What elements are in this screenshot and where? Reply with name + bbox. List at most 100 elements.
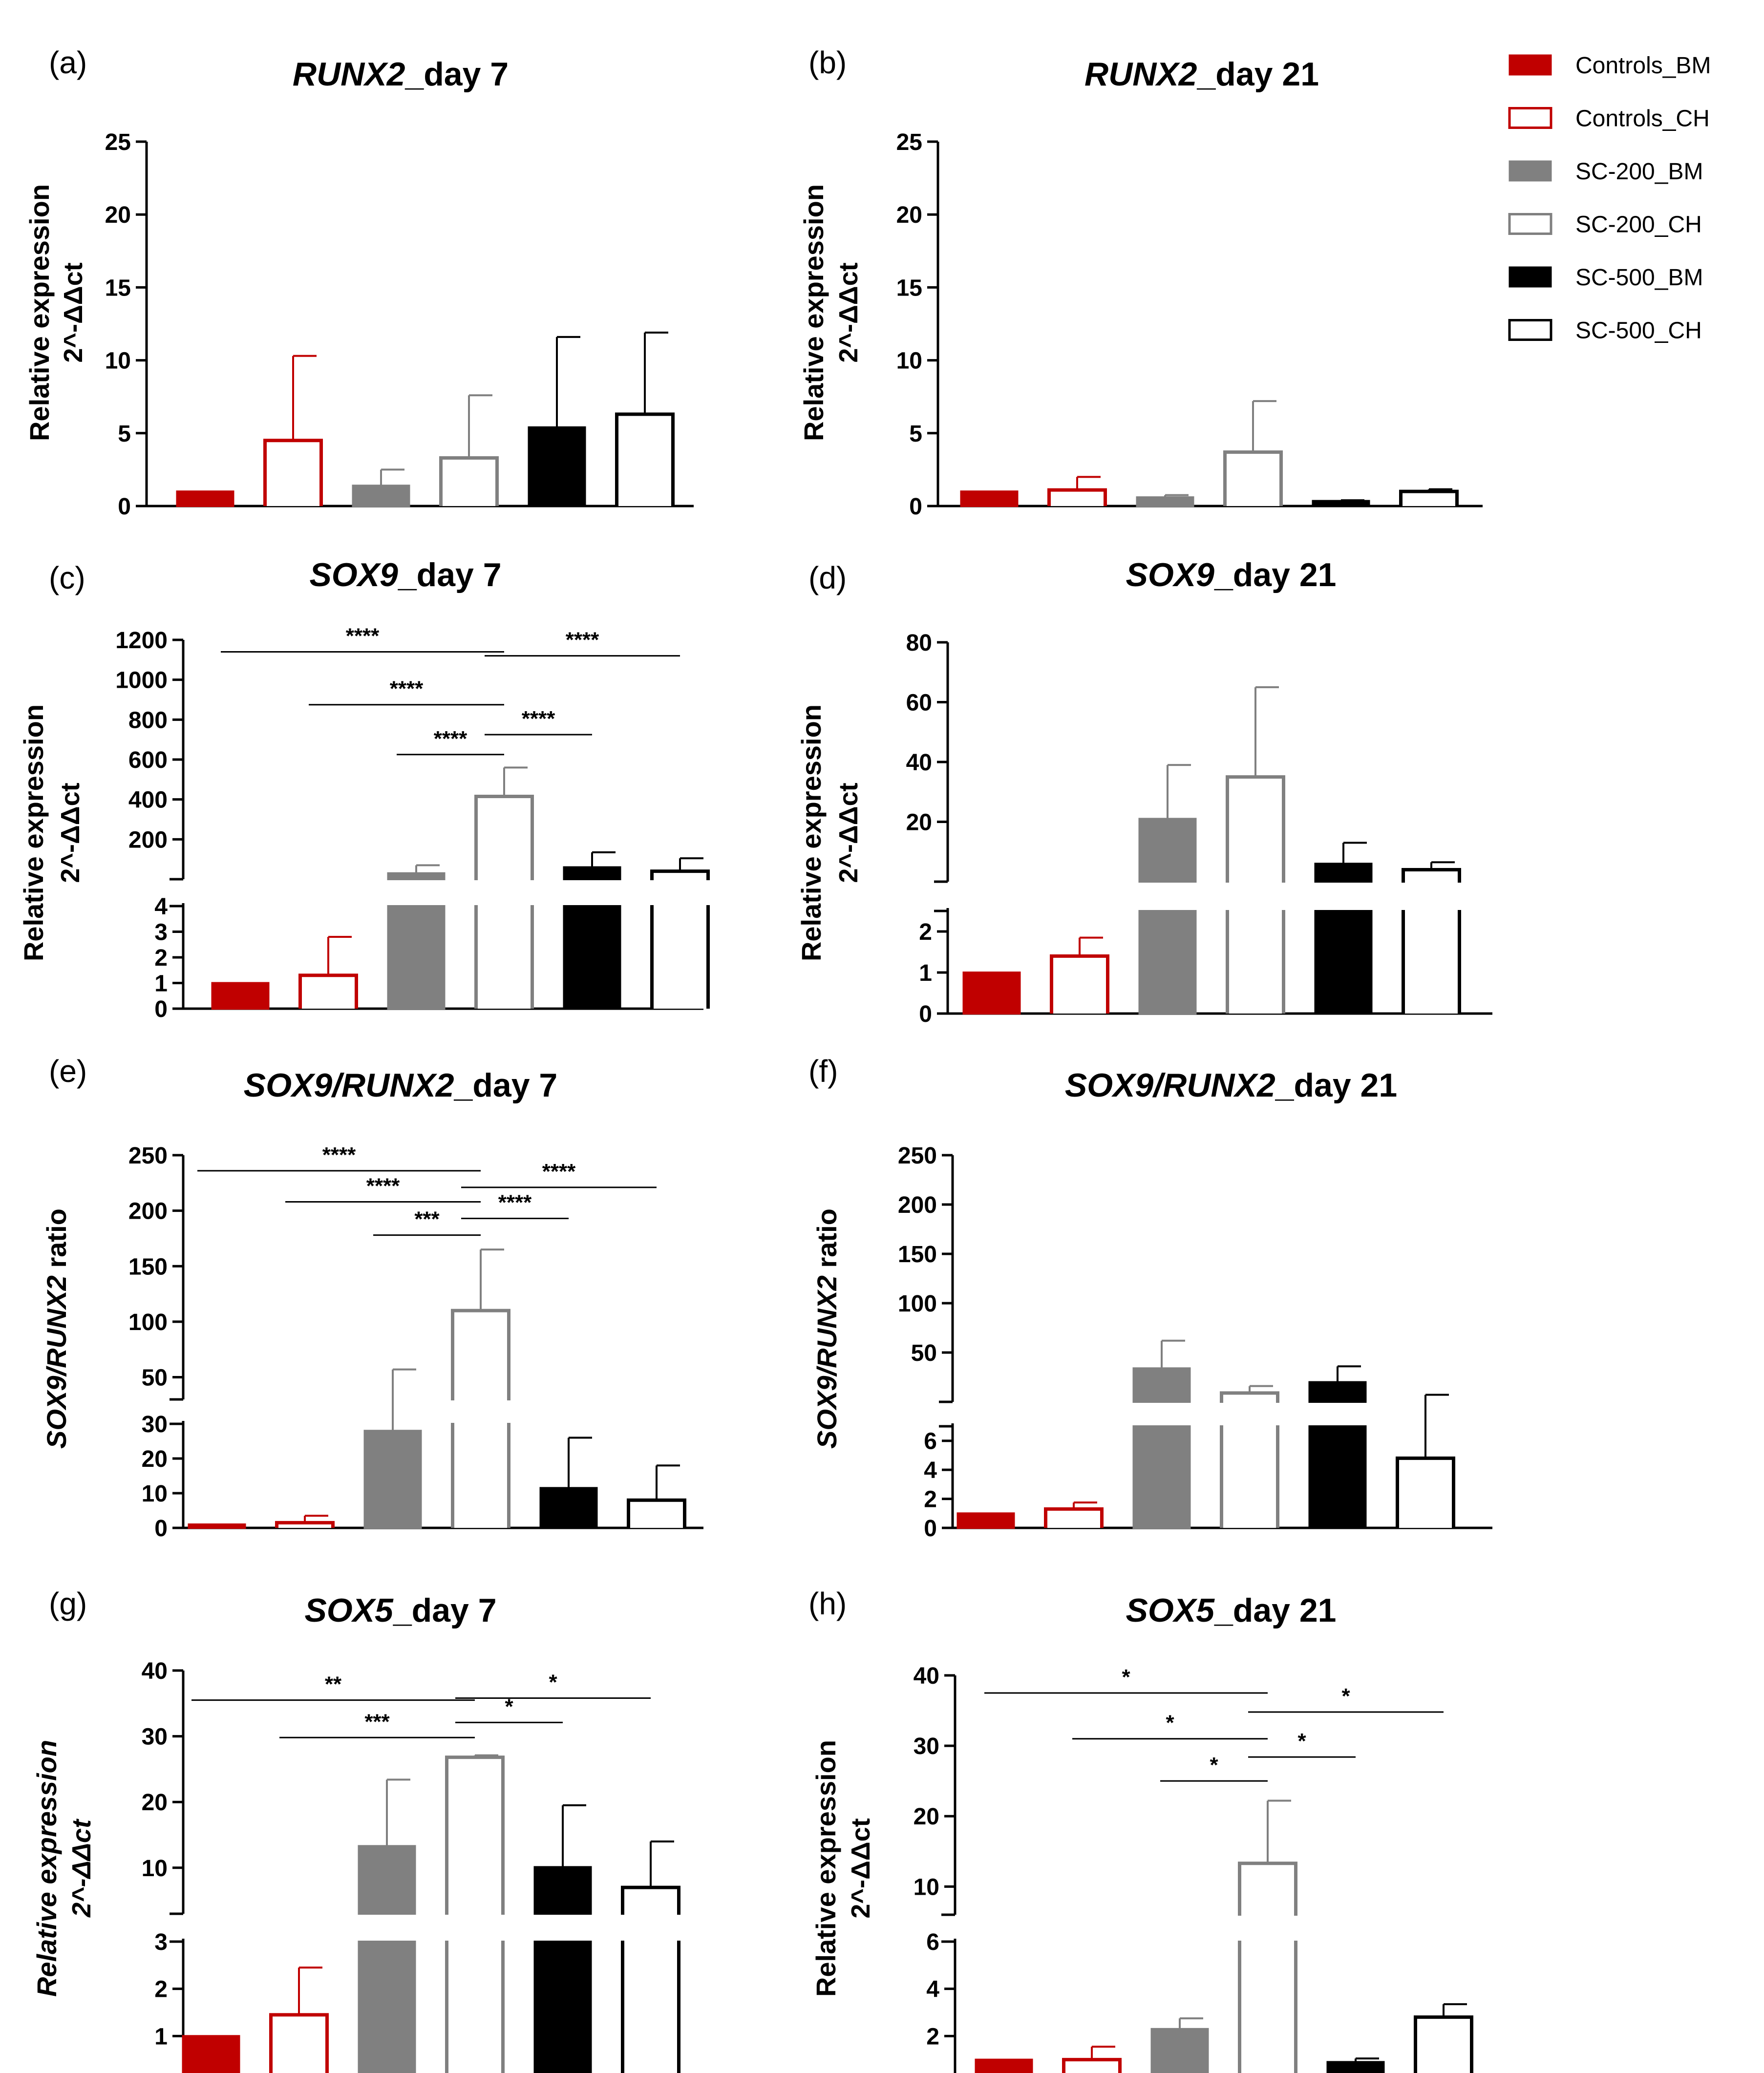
bar-break-gap (1304, 1403, 1371, 1425)
y-tick-label: 10 (896, 348, 922, 374)
y-tick-label: 100 (128, 1310, 168, 1335)
chart-title-gene: SOX5 (304, 1592, 394, 1629)
significance-stars: * (1341, 1684, 1350, 1708)
significance-stars: **** (390, 677, 424, 701)
bar-Controls_CH (263, 439, 323, 506)
significance-stars: **** (322, 1143, 356, 1167)
bar-SC-500_BM (539, 1487, 598, 1529)
significance-stars: **** (566, 628, 599, 652)
bar-SC-500_CH (615, 412, 675, 506)
bar-Controls_BM (962, 972, 1021, 1015)
y-tick-label: 4 (154, 894, 168, 920)
bar-SC-200_BM (358, 1845, 416, 2073)
chart-title: SOX9_day 21 (1126, 556, 1337, 593)
bar-break-gap (530, 1915, 596, 1941)
significance-stars: * (1122, 1665, 1130, 1689)
y-tick-label: 800 (128, 707, 168, 733)
bar-SC-500_BM (1326, 2061, 1385, 2073)
y-tick-label: 20 (906, 810, 932, 836)
significance-stars: **** (366, 1174, 400, 1198)
chart-title-suffix: _day 21 (1196, 56, 1319, 93)
y-tick-label: 2 (924, 1487, 937, 1513)
y-tick-label: 0 (154, 2071, 168, 2073)
y-tick-label: 50 (142, 1365, 168, 1391)
y-tick-label: 40 (142, 1658, 168, 1684)
y-tick-label: 10 (142, 1856, 168, 1882)
y-tick-label: 250 (898, 1143, 937, 1169)
y-tick-label: 20 (105, 202, 131, 228)
legend-label: SC-200_CH (1575, 212, 1702, 238)
bar-Controls_BM (211, 982, 270, 1010)
y-axis-label: Relative expression (31, 1740, 62, 1997)
y-axis-label-unit: 2^-ΔΔct (59, 262, 88, 362)
y-tick-label: 25 (105, 129, 131, 155)
y-tick-label: 600 (128, 747, 168, 773)
y-tick-label: 150 (898, 1242, 937, 1268)
y-tick-label: 5 (909, 421, 922, 447)
bar-SC-200_CH (1220, 1391, 1279, 1528)
bar-Controls_CH (1047, 488, 1107, 506)
legend-label: SC-500_BM (1575, 265, 1703, 291)
legend-swatch-SC-500_BM (1509, 266, 1552, 288)
y-tick-label: 1200 (115, 628, 168, 654)
bar-SC-200_CH (1238, 1861, 1297, 2073)
bar-break-gap (354, 1915, 420, 1941)
bar-SC-500_BM (528, 426, 586, 508)
y-tick-label: 0 (919, 1001, 932, 1027)
bar-SC-200_BM (352, 485, 410, 507)
y-tick-label: 400 (128, 787, 168, 813)
significance-stars: *** (364, 1710, 390, 1734)
legend-label: SC-200_BM (1575, 159, 1703, 185)
bar-SC-500_CH (650, 869, 710, 1009)
significance-stars: * (1166, 1711, 1174, 1735)
bar-Controls_CH (298, 973, 358, 1009)
y-tick-label: 60 (906, 690, 932, 716)
significance-stars: **** (522, 707, 555, 731)
y-tick-label: 20 (142, 1790, 168, 1816)
y-tick-label: 10 (142, 1481, 168, 1507)
panel-d: (d) SOX9_day 21 Relative expression 2^-ΔΔct… (796, 556, 1492, 1027)
significance-stars: * (1210, 1753, 1218, 1777)
bar-break-gap (559, 880, 625, 905)
y-tick-label: 30 (142, 1412, 168, 1438)
chart-title: SOX9_day 7 (309, 556, 501, 593)
panel-c: (c) SOX9_day 7 Relative expression 2^-ΔΔct 0… (18, 556, 713, 1022)
panel-label: (a) (49, 45, 87, 80)
legend-swatch-SC-200_CH (1508, 213, 1552, 235)
significance-stars: ** (325, 1672, 342, 1696)
y-tick-label: 10 (914, 1874, 939, 1900)
bar-Controls_BM (176, 490, 234, 507)
significance-stars: *** (414, 1207, 440, 1231)
legend-label: Controls_BM (1575, 53, 1711, 79)
y-tick-label: 25 (896, 129, 922, 155)
y-axis-label: SOX9/RUNX2 ratio (41, 1208, 72, 1449)
y-axis-label-unit: 2^-ΔΔct (67, 1819, 96, 1918)
bar-SC-500_CH (1414, 2015, 1473, 2073)
y-tick-label: 6 (926, 1929, 939, 1955)
y-tick-label: 0 (926, 2071, 939, 2073)
y-tick-label: 3 (154, 1929, 168, 1955)
bar-Controls_BM (188, 1523, 246, 1529)
y-axis-label-gene: SOX9/RUNX2 (811, 1275, 842, 1449)
bar-SC-500_BM (1312, 500, 1370, 508)
y-tick-label: 200 (898, 1192, 937, 1218)
bar-Controls_CH (1062, 2058, 1122, 2073)
y-axis-label: SOX9/RUNX2 ratio (811, 1208, 842, 1449)
panel-b: (b) RUNX2_day 21 Relative expression 2^-ΔΔc… (798, 45, 1483, 520)
legend-swatch-Controls_BM (1509, 54, 1552, 76)
bar-break-gap (447, 1400, 514, 1423)
legend: Controls_BM Controls_CH SC-200_BM SC-200_CH… (1508, 53, 1711, 344)
bar-SC-500_CH (1396, 1456, 1455, 1528)
bar-break-gap (647, 880, 713, 905)
y-tick-label: 0 (118, 494, 131, 520)
chart-title-gene: SOX5 (1126, 1592, 1215, 1629)
y-axis-label-suffix: ratio (41, 1208, 72, 1275)
bar-SC-200_CH (439, 456, 499, 506)
panel-label: (f) (808, 1054, 838, 1089)
bar-Controls_CH (1050, 954, 1109, 1014)
significance-stars: * (549, 1671, 557, 1694)
significance-stars: **** (498, 1191, 532, 1215)
